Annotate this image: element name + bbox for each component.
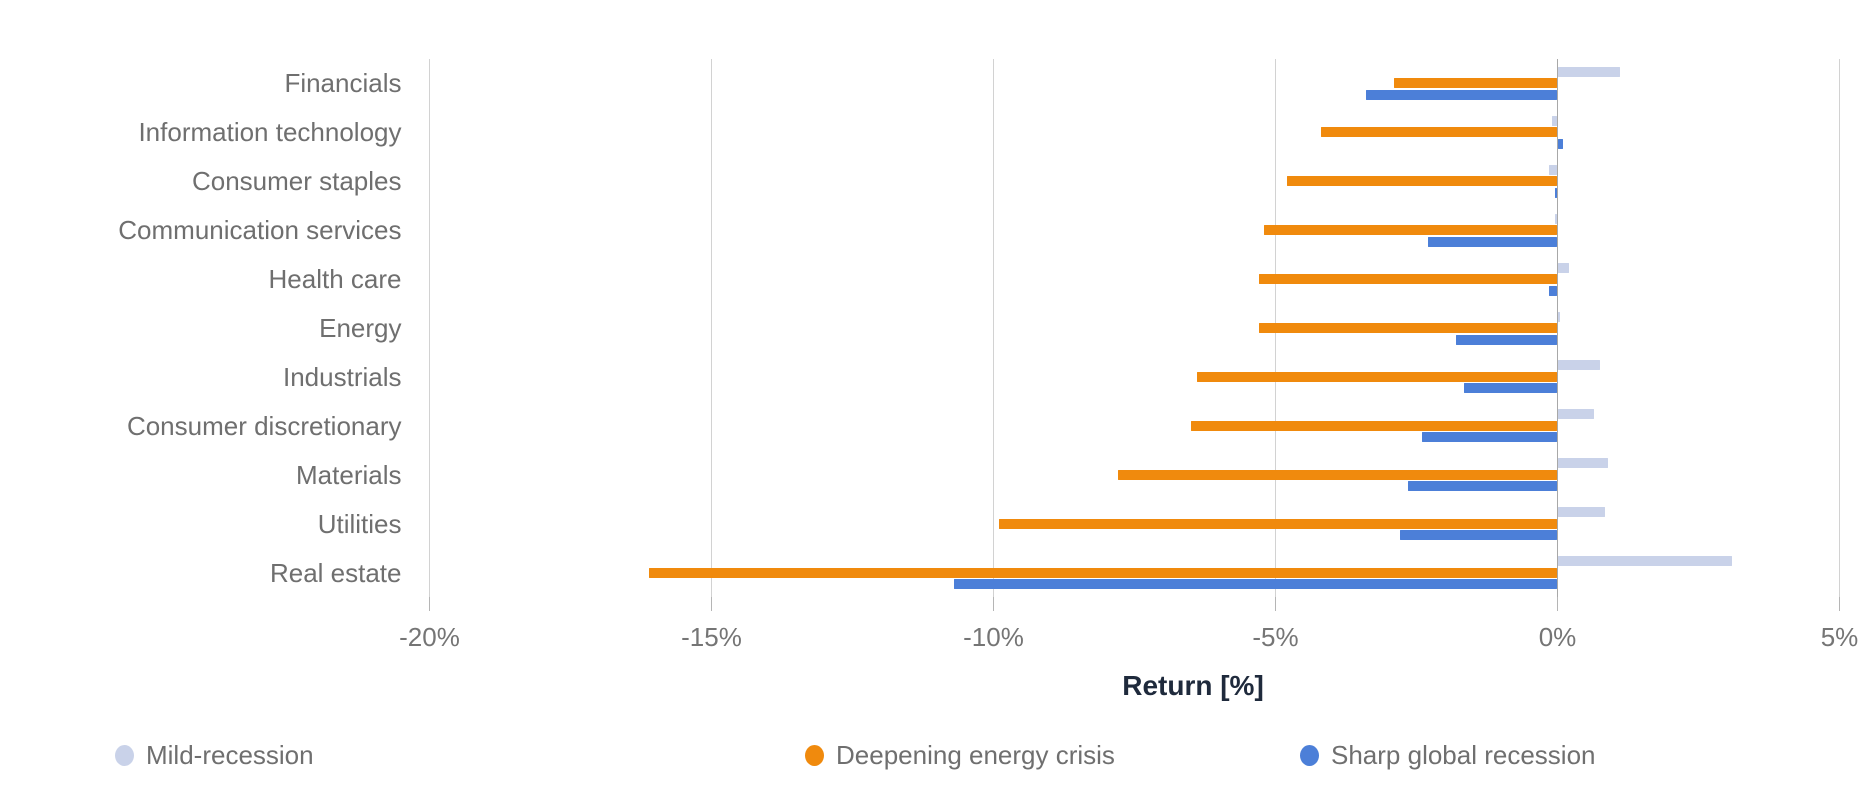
x-tick-label: 5% [1820, 622, 1859, 652]
legend-label: Sharp global recession [1331, 740, 1596, 770]
legend-swatch-icon [805, 744, 824, 766]
bar-sharp-global-recession [1399, 530, 1558, 541]
bar-mild-recession [1557, 458, 1609, 469]
axis-tick-mark [993, 597, 994, 611]
bar-deepening-energy-crisis [1190, 420, 1558, 431]
gridline [1839, 59, 1840, 597]
bar-sharp-global-recession [1422, 432, 1558, 443]
axis-tick-mark [1275, 597, 1276, 611]
gridline [711, 59, 712, 597]
legend-label: Deepening energy crisis [836, 740, 1115, 770]
axis-tick-mark [711, 597, 712, 611]
category-label: Consumer discretionary [126, 410, 402, 441]
bar-sharp-global-recession [1557, 138, 1564, 149]
category-label: Communication services [118, 215, 402, 246]
axis-tick-mark [1839, 597, 1840, 611]
bar-sharp-global-recession [1427, 236, 1558, 247]
bar-mild-recession [1557, 360, 1600, 371]
category-label: Industrials [283, 361, 402, 392]
bar-sharp-global-recession [1455, 334, 1558, 345]
gridline [993, 59, 994, 597]
bar-mild-recession [1557, 409, 1595, 420]
legend-swatch-icon [115, 744, 134, 766]
bar-deepening-energy-crisis [1264, 225, 1558, 236]
x-tick-label: -20% [399, 622, 460, 652]
bar-mild-recession [1551, 115, 1558, 126]
axis-tick-mark [1557, 597, 1558, 611]
bar-mild-recession [1557, 66, 1620, 77]
bar-mild-recession [1557, 311, 1561, 322]
bar-deepening-energy-crisis [1117, 469, 1558, 480]
bar-mild-recession [1554, 213, 1558, 224]
category-label: Materials [296, 459, 402, 490]
bar-deepening-energy-crisis [1196, 371, 1558, 382]
bar-deepening-energy-crisis [1258, 274, 1558, 285]
bar-deepening-energy-crisis [1393, 78, 1558, 89]
bar-deepening-energy-crisis [1286, 176, 1558, 187]
legend-item-sharp-global-recession: Sharp global recession [1300, 742, 1596, 768]
x-tick-label: -10% [963, 622, 1024, 652]
legend-swatch-icon [1300, 744, 1319, 766]
category-label: Energy [319, 313, 402, 343]
bar-mild-recession [1557, 507, 1606, 518]
category-label: Financials [284, 68, 402, 99]
bar-mild-recession [1549, 164, 1558, 175]
category-label: Utilities [317, 508, 402, 539]
category-label: Information technology [138, 117, 402, 148]
bar-deepening-energy-crisis [999, 518, 1558, 529]
legend-item-mild-recession: Mild-recession [115, 742, 314, 768]
bar-sharp-global-recession [954, 579, 1558, 590]
bar-sharp-global-recession [1554, 187, 1558, 198]
x-tick-label: -15% [681, 622, 742, 652]
category-label: Consumer staples [191, 166, 402, 197]
x-tick-label: 0% [1538, 622, 1577, 652]
category-label: Health care [268, 264, 402, 295]
bar-sharp-global-recession [1549, 285, 1558, 296]
bar-sharp-global-recession [1365, 89, 1558, 100]
bar-deepening-energy-crisis [649, 567, 1558, 578]
gridline [429, 59, 430, 597]
bar-mild-recession [1557, 556, 1733, 567]
bar-sharp-global-recession [1408, 481, 1558, 492]
axis-tick-mark [429, 597, 430, 611]
x-axis-title: Return [%] [1122, 670, 1264, 701]
legend-label: Mild-recession [146, 740, 314, 770]
bar-sharp-global-recession [1464, 383, 1558, 394]
bar-deepening-energy-crisis [1320, 127, 1558, 138]
x-tick-label: -5% [1252, 622, 1299, 652]
bar-deepening-energy-crisis [1258, 323, 1558, 333]
zero-axis-line [1557, 59, 1558, 597]
legend-item-deepening-energy-crisis: Deepening energy crisis [805, 742, 1115, 768]
category-label: Real estate [269, 557, 402, 588]
bar-mild-recession [1557, 262, 1569, 273]
